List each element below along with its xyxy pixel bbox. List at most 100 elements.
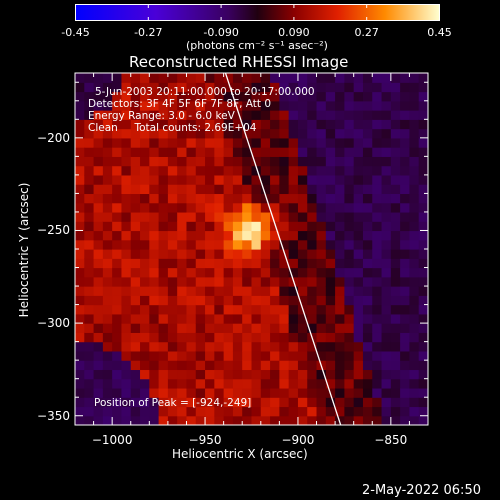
- heatmap-cell: [102, 304, 113, 315]
- heatmap-cell: [93, 378, 104, 389]
- heatmap-cell: [270, 119, 280, 130]
- heatmap-cell: [381, 258, 392, 269]
- heatmap-cell: [232, 137, 243, 148]
- heatmap-cell: [242, 369, 253, 380]
- heatmap-cell: [409, 230, 420, 241]
- heatmap-cell: [353, 137, 364, 148]
- heatmap-cell: [316, 147, 327, 157]
- heatmap-cell: [400, 387, 411, 398]
- heatmap-cell: [251, 267, 262, 278]
- heatmap-cell: [390, 165, 401, 176]
- heatmap-cell: [335, 221, 345, 232]
- heatmap-cell: [112, 193, 123, 204]
- heatmap-cell: [297, 397, 308, 408]
- heatmap-cell: [409, 110, 420, 120]
- heatmap-cell: [297, 184, 308, 195]
- heatmap-cell: [195, 174, 206, 185]
- heatmap-cell: [242, 193, 253, 204]
- heatmap-cell: [390, 332, 401, 343]
- heatmap-cell: [186, 304, 197, 315]
- heatmap-cell: [195, 230, 206, 241]
- heatmap-cell: [344, 202, 355, 213]
- heatmap-cell: [214, 174, 225, 185]
- heatmap-cell: [307, 415, 318, 425]
- heatmap-cell: [372, 82, 383, 93]
- heatmap-cell: [232, 369, 243, 380]
- heatmap-cell: [214, 341, 225, 352]
- heatmap-cell: [112, 73, 123, 83]
- heatmap-cell: [270, 397, 280, 408]
- heatmap-cell: [409, 211, 420, 222]
- heatmap-cell: [400, 73, 411, 83]
- heatmap-cell: [205, 249, 215, 259]
- heatmap-cell: [149, 249, 160, 259]
- heatmap-cell: [381, 369, 392, 380]
- heatmap-cell: [316, 397, 327, 408]
- heatmap-cell: [390, 230, 401, 241]
- heatmap-cell: [381, 360, 392, 371]
- heatmap-cell: [409, 397, 420, 408]
- heatmap-cell: [307, 304, 318, 315]
- heatmap-cell: [288, 239, 299, 250]
- heatmap-cell: [381, 249, 392, 259]
- heatmap-cell: [102, 137, 113, 148]
- heatmap-cell: [112, 202, 123, 213]
- heatmap-cell: [232, 295, 243, 306]
- heatmap-cell: [390, 295, 401, 306]
- heatmap-cell: [112, 332, 123, 343]
- heatmap-cell: [400, 397, 411, 408]
- heatmap-cell: [149, 221, 160, 232]
- heatmap-cell: [270, 156, 280, 167]
- heatmap-cell: [260, 341, 271, 352]
- heatmap-cell: [344, 286, 355, 296]
- heatmap-cell: [418, 119, 428, 130]
- heatmap-cell: [167, 221, 178, 232]
- heatmap-cell: [288, 110, 299, 120]
- heatmap-cell: [335, 313, 345, 324]
- heatmap-cell: [177, 73, 188, 83]
- heatmap-cell: [149, 184, 160, 195]
- heatmap-cell: [260, 387, 271, 398]
- heatmap-cell: [158, 304, 169, 315]
- heatmap-cell: [102, 211, 113, 222]
- heatmap-cell: [102, 156, 113, 167]
- heatmap-cell: [270, 137, 280, 148]
- heatmap-cell: [75, 193, 85, 204]
- heatmap-cell: [344, 137, 355, 148]
- heatmap-cell: [149, 286, 160, 296]
- heatmap-cell: [362, 110, 373, 120]
- heatmap-cell: [205, 295, 215, 306]
- heatmap-cell: [223, 239, 234, 250]
- heatmap-cell: [158, 286, 169, 296]
- heatmap-cell: [167, 156, 178, 167]
- heatmap-cell: [158, 360, 169, 371]
- heatmap-cell: [130, 415, 141, 425]
- heatmap-cell: [214, 369, 225, 380]
- heatmap-cell: [307, 147, 318, 157]
- heatmap-cell: [112, 184, 123, 195]
- heatmap-cell: [270, 295, 280, 306]
- colorbar-units-label: (photons cm⁻² s⁻¹ asec⁻²): [186, 39, 328, 52]
- heatmap-cell: [353, 360, 364, 371]
- heatmap-cell: [344, 100, 355, 111]
- heatmap-cell: [400, 147, 411, 157]
- heatmap-cell: [316, 323, 327, 333]
- heatmap-cell: [362, 193, 373, 204]
- heatmap-cell: [167, 258, 178, 269]
- heatmap-cell: [205, 221, 215, 232]
- heatmap-cell: [335, 378, 345, 389]
- heatmap-cell: [372, 286, 383, 296]
- heatmap-cell: [400, 369, 411, 380]
- heatmap-cell: [409, 415, 420, 425]
- heatmap-cell: [372, 249, 383, 259]
- heatmap-cell: [260, 415, 271, 425]
- heatmap-cell: [353, 156, 364, 167]
- heatmap-cell: [381, 387, 392, 398]
- heatmap-cell: [195, 341, 206, 352]
- heatmap-cell: [140, 295, 150, 306]
- heatmap-cell: [177, 174, 188, 185]
- heatmap-cell: [260, 397, 271, 408]
- heatmap-cell: [140, 156, 150, 167]
- heatmap-cell: [372, 137, 383, 148]
- heatmap-cell: [158, 230, 169, 241]
